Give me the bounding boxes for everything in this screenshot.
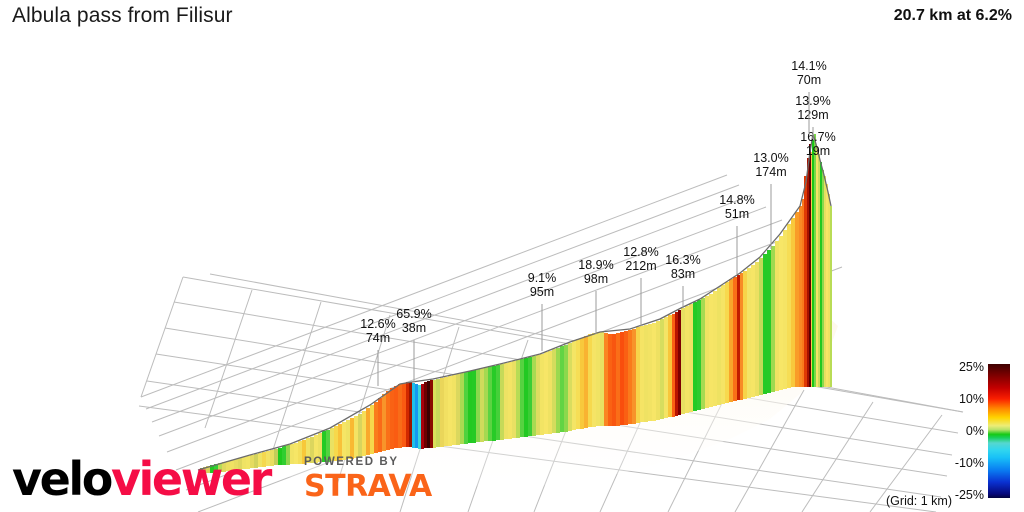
powered-by-label: POWERED BY bbox=[304, 456, 399, 468]
legend-tick-10: 10% bbox=[958, 392, 984, 406]
grid-scale-note: (Grid: 1 km) bbox=[886, 494, 952, 508]
chart-canvas bbox=[138, 133, 964, 512]
legend-tick-neg10: -10% bbox=[954, 456, 984, 470]
logo-text-viewer: viewer bbox=[110, 452, 272, 506]
gradient-slices bbox=[200, 134, 832, 473]
strava-logo[interactable]: STRAVA bbox=[304, 469, 432, 504]
branding: veloviewer POWERED BY STRAVA bbox=[8, 444, 432, 508]
elevation-chart-3d[interactable]: 12.6% 74m 65.9% 38m 9.1% 95m 18.9% 98m 1… bbox=[0, 34, 1024, 512]
gradient-colorbar-legend: 25% 10% 0% -10% -25% (Grid: 1 km) bbox=[886, 360, 1018, 508]
veloviewer-logo[interactable]: veloviewer bbox=[12, 456, 272, 502]
legend-tick-0: 0% bbox=[965, 424, 984, 438]
gradient-colorbar bbox=[988, 364, 1010, 498]
page-title: Albula pass from Filisur bbox=[12, 4, 233, 27]
legend-tick-neg25: -25% bbox=[954, 488, 984, 502]
climb-stats: 20.7 km at 6.2% bbox=[893, 7, 1012, 24]
ridge-line bbox=[197, 133, 832, 471]
logo-text-velo: velo bbox=[12, 452, 113, 506]
legend-tick-25: 25% bbox=[958, 360, 984, 374]
